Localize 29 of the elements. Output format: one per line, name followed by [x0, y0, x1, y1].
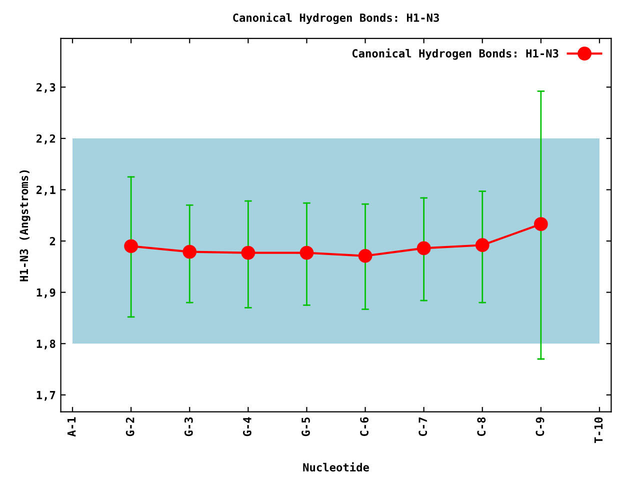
- point: [300, 246, 314, 260]
- x-tick-label: G-5: [302, 417, 310, 436]
- x-tick-label: C-6: [360, 417, 369, 436]
- point: [534, 217, 548, 232]
- x-axis-title: Nucleotide: [303, 462, 369, 472]
- x-tick-label: G-4: [242, 417, 252, 436]
- x-tick-label: C-9: [536, 417, 544, 436]
- y-tick-label: 2,2: [36, 134, 56, 144]
- x-tick-label: C-8: [477, 417, 486, 436]
- x-tick-label: G-3: [184, 417, 193, 436]
- x-tick-label: A-1: [67, 417, 76, 437]
- y-tick-label: 1,9: [36, 288, 56, 298]
- point: [416, 241, 431, 256]
- chart-title: Canonical Hydrogen Bonds: H1-N3: [233, 12, 439, 24]
- point: [182, 244, 197, 259]
- y-tick-label: 2,1: [36, 186, 56, 196]
- x-tick-label: G-2: [126, 418, 134, 436]
- y-tick-label: 2,3: [36, 83, 56, 93]
- point: [241, 246, 256, 260]
- y-tick-label: 1,8: [36, 340, 56, 350]
- x-tick-label: T-10: [594, 417, 603, 443]
- point: [358, 248, 372, 263]
- point: [475, 238, 490, 252]
- legend-label: Canonical Hydrogen Bonds: H1-N3: [352, 48, 558, 60]
- y-axis-title: H1-N3 (Angstroms): [20, 170, 30, 282]
- y-tick-label: 1,7: [36, 391, 56, 401]
- y-tick-label: 2: [50, 236, 56, 246]
- x-tick-label: C-7: [418, 418, 428, 436]
- point: [124, 239, 138, 254]
